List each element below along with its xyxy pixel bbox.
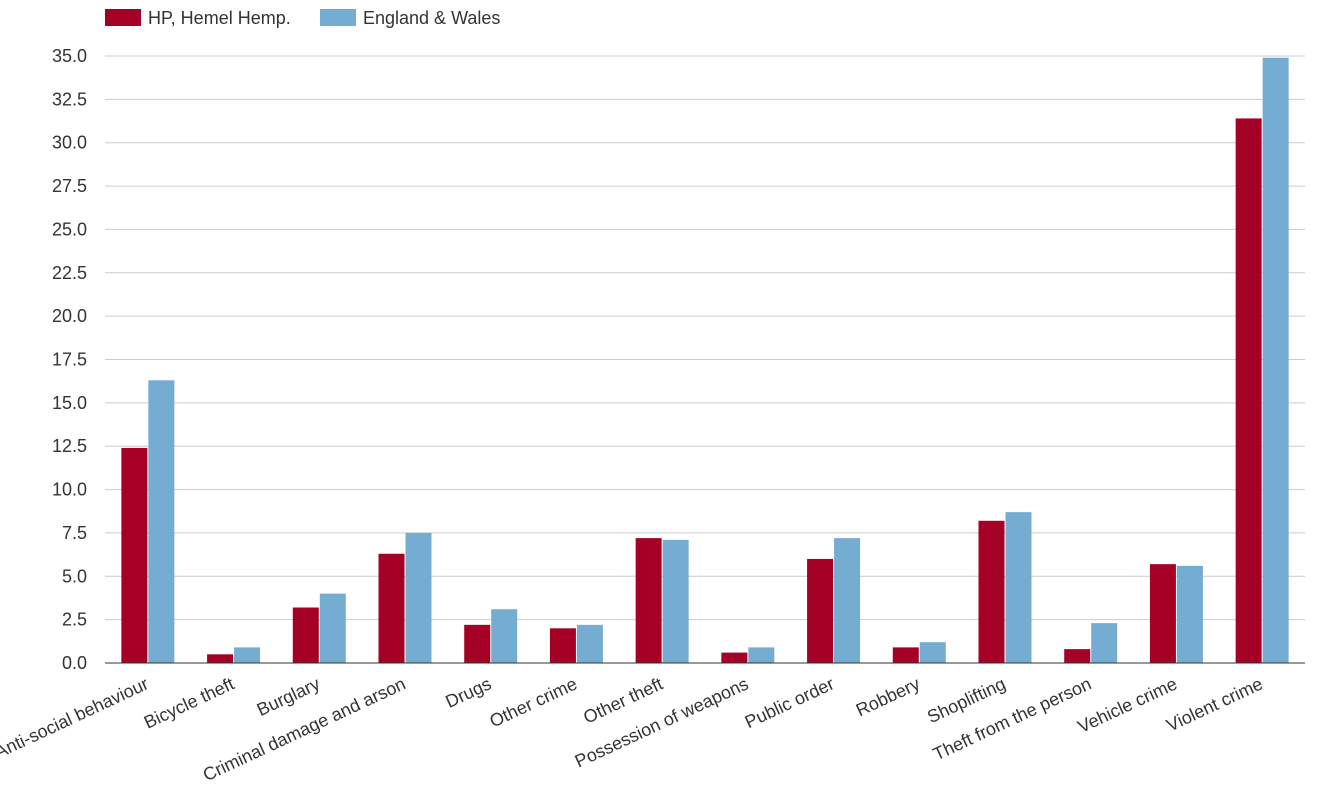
legend-swatch-hp-hemel-hemp	[105, 9, 141, 26]
y-tick-label: 0.0	[62, 653, 87, 673]
x-tick-label: Burglary	[254, 673, 323, 719]
x-tick-label: Other crime	[486, 673, 580, 731]
y-tick-label: 10.0	[52, 480, 87, 500]
bar-england-wales-drugs	[491, 609, 518, 663]
y-tick-label: 5.0	[62, 566, 87, 586]
bar-england-wales-criminal-damage-and-arson	[405, 532, 432, 663]
x-tick-label: Anti-social behaviour	[0, 673, 152, 762]
y-tick-label: 20.0	[52, 306, 87, 326]
bar-hp-hemel-hemp-public-order	[807, 558, 834, 663]
gridlines	[105, 55, 1305, 621]
bar-hp-hemel-hemp-criminal-damage-and-arson	[378, 553, 405, 663]
x-tick-label: Bicycle theft	[141, 673, 237, 732]
bar-hp-hemel-hemp-bicycle-theft	[207, 654, 234, 663]
bar-hp-hemel-hemp-other-theft	[635, 538, 662, 663]
bars	[121, 57, 1289, 664]
legend: HP, Hemel Hemp. England & Wales	[105, 8, 500, 28]
bar-england-wales-shoplifting	[1005, 512, 1032, 663]
bar-hp-hemel-hemp-burglary	[292, 607, 319, 663]
bar-hp-hemel-hemp-violent-crime	[1235, 118, 1262, 664]
y-tick-label: 22.5	[52, 263, 87, 283]
y-tick-label: 35.0	[52, 46, 87, 66]
bar-hp-hemel-hemp-shoplifting	[978, 520, 1005, 663]
y-axis: 0.0 2.5 5.0 7.5 10.0 12.5 15.0 17.5 20.0 22.5 25.0…	[52, 46, 87, 673]
bar-england-wales-violent-crime	[1262, 57, 1289, 663]
bar-england-wales-other-theft	[662, 539, 689, 663]
y-tick-label: 17.5	[52, 350, 87, 370]
x-tick-label: Vehicle crime	[1075, 673, 1180, 736]
bar-hp-hemel-hemp-robbery	[892, 647, 919, 663]
bar-hp-hemel-hemp-vehicle-crime	[1149, 564, 1176, 663]
legend-swatch-england-wales	[320, 9, 356, 26]
y-tick-label: 25.0	[52, 219, 87, 239]
x-tick-label: Robbery	[853, 673, 923, 720]
y-tick-label: 2.5	[62, 610, 87, 630]
y-tick-label: 7.5	[62, 523, 87, 543]
bar-england-wales-anti-social-behaviour	[148, 380, 175, 663]
bar-hp-hemel-hemp-drugs	[464, 624, 491, 663]
bar-england-wales-bicycle-theft	[234, 647, 261, 663]
y-tick-label: 12.5	[52, 436, 87, 456]
x-tick-label: Violent crime	[1163, 673, 1265, 735]
legend-label-england-wales: England & Wales	[363, 8, 500, 28]
y-tick-label: 32.5	[52, 89, 87, 109]
bar-england-wales-public-order	[834, 538, 861, 663]
bar-hp-hemel-hemp-possession-of-weapons	[721, 652, 748, 663]
x-tick-label: Drugs	[442, 673, 494, 711]
bar-england-wales-robbery	[919, 642, 946, 663]
x-tick-label: Theft from the person	[930, 673, 1094, 764]
bar-england-wales-other-crime	[576, 624, 603, 663]
bar-hp-hemel-hemp-theft-from-the-person	[1064, 649, 1091, 663]
legend-label-hp-hemel-hemp: HP, Hemel Hemp.	[148, 8, 291, 28]
bar-england-wales-vehicle-crime	[1176, 565, 1203, 663]
bar-england-wales-theft-from-the-person	[1091, 623, 1118, 663]
bar-hp-hemel-hemp-other-crime	[549, 628, 576, 663]
y-tick-label: 15.0	[52, 393, 87, 413]
bar-hp-hemel-hemp-anti-social-behaviour	[121, 447, 148, 663]
y-tick-label: 30.0	[52, 133, 87, 153]
bar-england-wales-burglary	[319, 593, 346, 663]
bar-england-wales-possession-of-weapons	[748, 647, 775, 663]
y-tick-label: 27.5	[52, 176, 87, 196]
x-tick-label: Public order	[742, 673, 838, 732]
